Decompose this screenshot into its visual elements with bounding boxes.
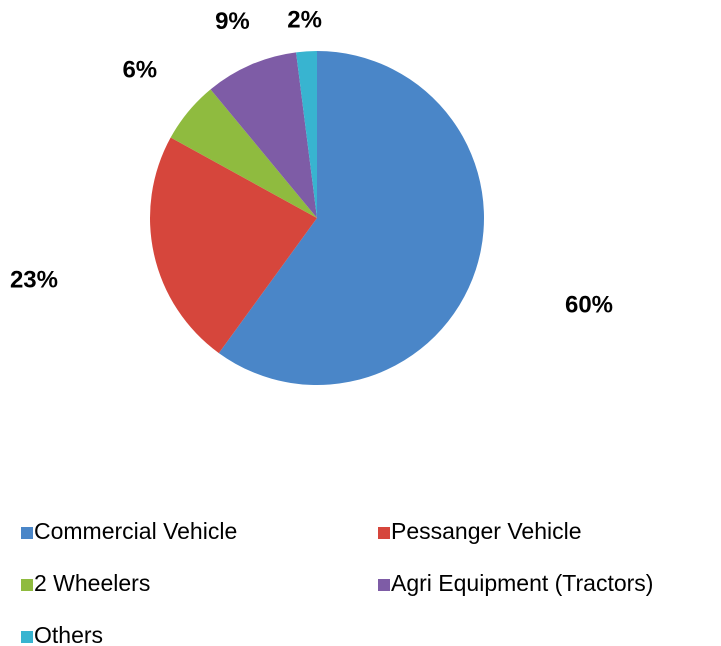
- pie-slice: [210, 52, 317, 218]
- legend-swatch: [378, 579, 390, 591]
- value-label: 6%: [122, 57, 157, 84]
- legend-label: Others: [34, 622, 103, 646]
- value-label: 9%: [215, 8, 250, 35]
- legend-label: Pessanger Vehicle: [391, 518, 582, 544]
- legend-label: Commercial Vehicle: [34, 518, 237, 544]
- legend-swatch: [21, 527, 33, 539]
- legend-swatch: [21, 631, 33, 643]
- value-label: 23%: [10, 267, 58, 294]
- legend-swatch: [378, 527, 390, 539]
- value-label: 60%: [565, 292, 613, 319]
- legend-label: 2 Wheelers: [34, 570, 150, 596]
- value-label: 2%: [287, 7, 322, 34]
- legend-swatch: [21, 579, 33, 591]
- legend-label: Agri Equipment (Tractors): [391, 570, 653, 596]
- pie-slice: [170, 89, 317, 219]
- pie-slice: [218, 51, 485, 385]
- pie-slice: [150, 137, 317, 354]
- pie-slice: [296, 51, 317, 218]
